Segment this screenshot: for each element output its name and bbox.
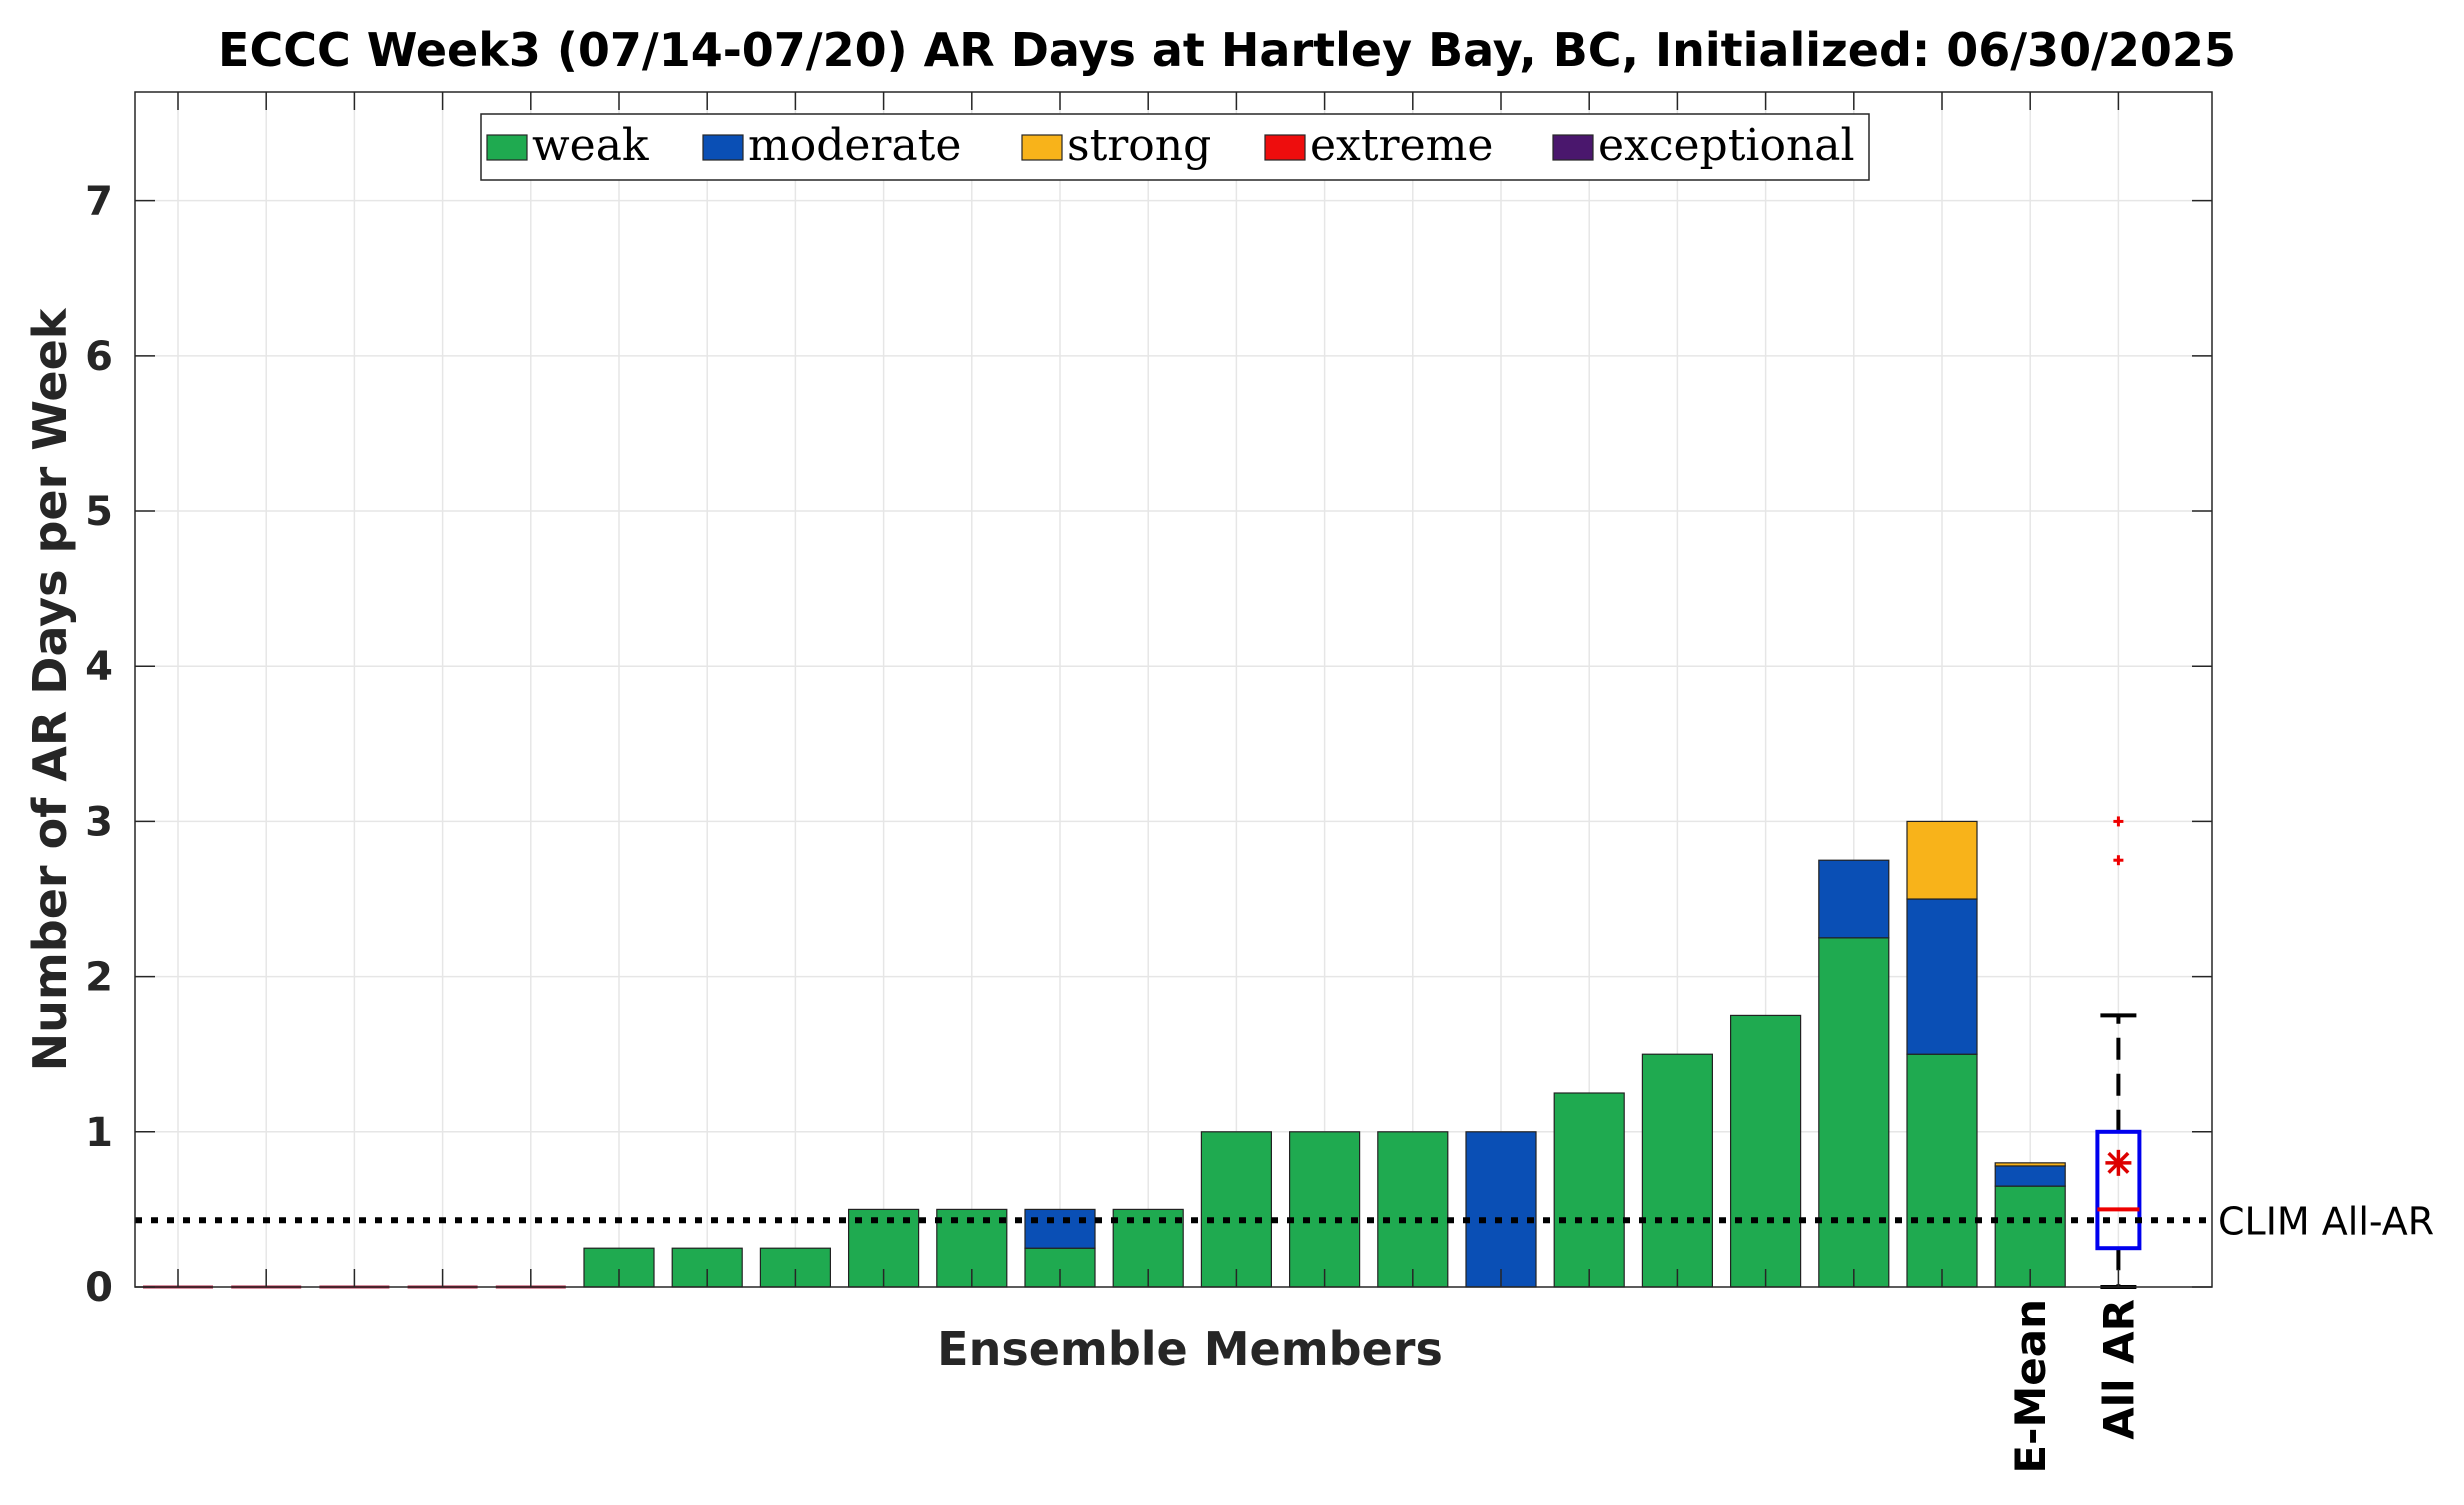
bar-segment-weak — [1200, 1131, 1273, 1288]
legend-swatch-moderate — [702, 134, 744, 161]
category-label: All AR — [2094, 1299, 2143, 1440]
legend-swatch-exceptional — [1552, 134, 1594, 161]
legend-swatch-weak — [486, 134, 528, 161]
y-tick-label: 6 — [85, 334, 113, 380]
ticks-layer: 0 1 2 3 4 5 6 7 E-Mean All AR — [85, 92, 2212, 1474]
legend-label-weak: weak — [532, 120, 649, 171]
legend-swatch-strong — [1021, 134, 1063, 161]
grid-layer — [135, 92, 2212, 1287]
bar-segment-weak — [1553, 1092, 1625, 1288]
bar-segment-moderate — [1994, 1165, 2066, 1187]
y-tick-label: 5 — [85, 489, 113, 535]
legend-label-moderate: moderate — [748, 120, 961, 171]
boxplot-outlier — [2113, 816, 2124, 827]
bar-segment-weak — [1818, 937, 1890, 1288]
legend-label-extreme: extreme — [1310, 120, 1493, 171]
mean-marker-stroke — [2107, 1151, 2130, 1174]
boxplot-outlier — [2113, 855, 2124, 866]
bar-segment-strong — [1906, 820, 1978, 900]
y-tick-label: 4 — [85, 644, 113, 690]
boxplot-mean-marker — [2105, 1149, 2132, 1176]
y-tick-label: 7 — [85, 179, 113, 225]
bar-segment-strong — [1994, 1162, 2066, 1167]
legend-label-exceptional: exceptional — [1598, 120, 1855, 171]
reference-line-layer: CLIM All-AR — [135, 1199, 2434, 1243]
y-axis-label: Number of AR Days per Week — [23, 307, 77, 1071]
bar-segment-moderate — [1465, 1131, 1537, 1288]
y-tick-label: 3 — [85, 799, 113, 845]
bar-segment-weak — [1906, 1053, 1978, 1288]
legend-label-strong: strong — [1067, 120, 1211, 171]
bar-segment-moderate — [1906, 898, 1978, 1055]
bar-segment-weak — [1729, 1014, 1802, 1288]
legend-swatch-extreme — [1264, 134, 1306, 161]
bar-segment-weak — [1641, 1053, 1714, 1288]
chart-title: ECCC Week3 (07/14-07/20) AR Days at Hart… — [218, 23, 2236, 77]
y-tick-label: 1 — [85, 1110, 113, 1156]
y-tick-label: 2 — [85, 955, 113, 1001]
bar-segment-moderate — [1818, 859, 1890, 939]
legend: weak moderate strong extreme exceptional — [480, 113, 1870, 181]
bar-segment-weak — [1288, 1131, 1361, 1288]
bar-segment-moderate — [1024, 1208, 1096, 1249]
bars-layer — [143, 820, 2066, 1289]
x-axis-label: Ensemble Members — [937, 1322, 1443, 1376]
clim-reference-label: CLIM All-AR — [2218, 1199, 2434, 1243]
boxplot-box — [2095, 1129, 2142, 1251]
category-label: E-Mean — [2006, 1299, 2055, 1474]
y-tick-label: 0 — [85, 1265, 113, 1311]
plot-frame — [134, 91, 2213, 1288]
bar-segment-weak — [1377, 1131, 1449, 1288]
